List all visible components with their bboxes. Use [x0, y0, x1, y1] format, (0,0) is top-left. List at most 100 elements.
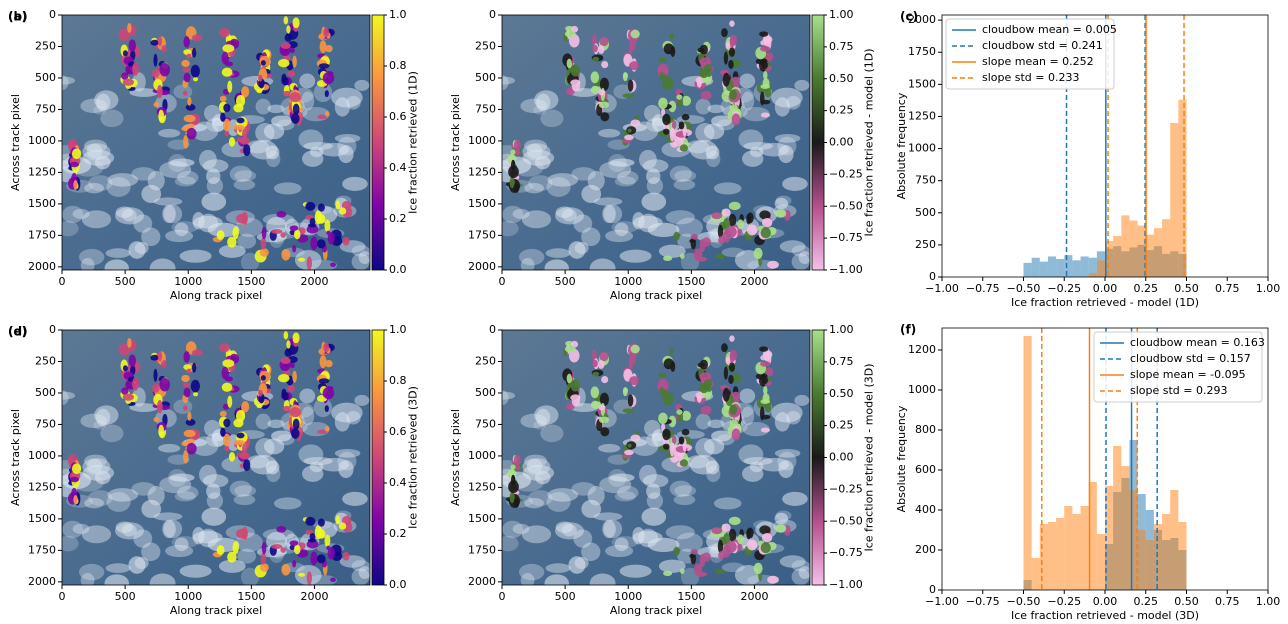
cloud [266, 150, 281, 168]
ice-pixel [663, 358, 674, 370]
cloud [206, 177, 224, 195]
ice-pixel [314, 525, 323, 540]
cloud [303, 142, 333, 151]
cloud [632, 530, 663, 544]
colorbar-tick-label: −0.25 [829, 167, 863, 180]
ice-pixel [729, 104, 738, 112]
ice-pixel [261, 226, 267, 240]
cloud [782, 491, 808, 506]
ice-pixel [317, 114, 328, 120]
ice-pixel [324, 90, 329, 98]
ice-pixel [600, 112, 610, 122]
ice-pixel [590, 71, 600, 84]
colorbar-tick-label: −0.50 [829, 199, 863, 212]
ice-pixel [305, 516, 316, 526]
ice-pixel [220, 112, 226, 122]
ice-pixel [183, 429, 196, 438]
ice-pixel [310, 236, 318, 251]
cloud [706, 465, 721, 483]
ice-pixel [232, 226, 239, 240]
y-tick-label: 800 [915, 423, 936, 436]
ice-pixel [564, 30, 576, 38]
ice-pixel [767, 351, 772, 365]
ice-pixel [241, 86, 250, 98]
cloud [72, 208, 90, 219]
ice-pixel [322, 71, 335, 85]
histogram-bar [1145, 234, 1154, 277]
ice-pixel [722, 208, 731, 217]
x-tick-label: 1500 [677, 275, 705, 288]
cloud [273, 182, 302, 195]
ice-pixel [718, 551, 726, 560]
ice-pixel [723, 533, 731, 545]
cloud [739, 73, 756, 89]
ice-pixel [722, 72, 730, 87]
ice-pixel [297, 572, 306, 577]
cloud [62, 520, 84, 539]
ice-pixel [241, 401, 250, 413]
cloud [271, 115, 292, 127]
histogram-bar [1047, 522, 1057, 590]
cloud [713, 182, 742, 195]
ice-pixel [258, 389, 263, 397]
cloud [354, 394, 370, 406]
cloud [206, 492, 224, 510]
cloud [84, 182, 104, 194]
x-tick-label: −0.25 [1047, 282, 1081, 295]
ice-pixel [192, 362, 197, 373]
y-tick-label: 1000 [28, 134, 56, 147]
y-tick-label: 2000 [908, 13, 936, 26]
x-tick-label: 0.50 [1174, 595, 1199, 608]
ice-pixel [764, 89, 772, 98]
cloud [641, 507, 667, 526]
ice-pixel [731, 428, 741, 441]
ice-pixel [317, 203, 325, 212]
y-tick-label: 1000 [908, 142, 936, 155]
histogram-bar [1105, 241, 1114, 277]
ice-pixel [319, 40, 327, 54]
ice-pixel [760, 45, 771, 52]
cloud [162, 204, 176, 224]
cloud [721, 562, 745, 573]
colorbar-tick-label: 1.0 [389, 8, 407, 21]
ice-pixel [235, 410, 246, 422]
ice-pixel [287, 70, 296, 77]
colorbar-tick-label: 1.0 [389, 323, 407, 336]
ice-pixel [222, 44, 235, 53]
ice-pixel [762, 393, 770, 403]
ice-pixel [276, 526, 287, 533]
ice-pixel [513, 183, 520, 193]
cloud [774, 512, 789, 525]
cloud [669, 165, 692, 183]
ice-pixel [318, 378, 330, 384]
ice-pixel [622, 71, 628, 82]
cloud [100, 424, 124, 443]
ice-pixel [634, 115, 640, 120]
cloud [555, 206, 574, 218]
colorbar-tick-label: 0.8 [389, 59, 407, 72]
cloud [673, 179, 696, 191]
ice-pixel [243, 144, 251, 157]
cloud [318, 142, 350, 157]
ice-pixel [570, 25, 579, 33]
ice-pixel [728, 213, 737, 227]
ice-pixel [161, 360, 167, 368]
legend: cloudbow mean = 0.163 cloudbow std = 0.15… [1093, 331, 1265, 403]
y-axis-label: Across track pixel [449, 94, 462, 191]
ice-pixel [663, 43, 674, 55]
cloud [713, 497, 742, 510]
y-axis-label: Absolute frequency [895, 92, 908, 199]
ice-pixel [761, 60, 768, 70]
histogram-bar [1113, 446, 1122, 590]
cloud [502, 535, 519, 552]
ice-pixel [728, 374, 734, 384]
ice-pixel [224, 130, 230, 137]
histogram-bar [1129, 220, 1138, 277]
cloud [743, 457, 773, 466]
cloud [267, 104, 285, 114]
ice-pixel [157, 351, 163, 362]
cloud [88, 490, 113, 506]
cloud [536, 93, 551, 112]
cloud [191, 121, 219, 141]
cloud [141, 499, 162, 519]
